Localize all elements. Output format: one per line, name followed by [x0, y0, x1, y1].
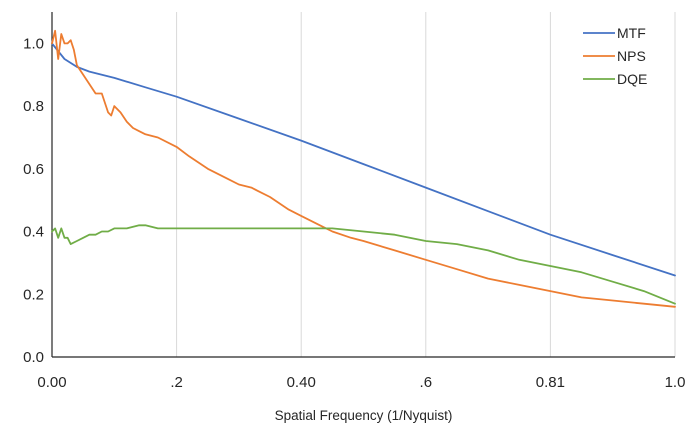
series-line-dqe	[51, 224, 676, 305]
legend-label-nps: NPS	[617, 48, 646, 64]
x-axis-title: Spatial Frequency (1/Nyquist)	[275, 408, 453, 423]
y-tick-label: 0.0	[23, 349, 44, 366]
series-line-nps	[51, 29, 676, 308]
series-lines	[51, 29, 676, 308]
x-tick-label: .6	[420, 374, 433, 391]
legend-label-mtf: MTF	[617, 25, 646, 41]
x-tick-label: 1.0	[665, 374, 686, 391]
grid-lines	[51, 12, 676, 357]
axes	[51, 12, 675, 358]
x-tick-label: 0.00	[37, 374, 66, 391]
x-tick-label: 0.40	[287, 374, 316, 391]
y-tick-label: 0.6	[23, 161, 44, 178]
y-tick-label: 0.8	[23, 98, 44, 115]
x-tick-label: 0.81	[536, 374, 565, 391]
y-tick-label: 1.0	[23, 35, 44, 52]
tick-labels: 0.00.20.40.60.81.00.00.2 0.40.6 0.81 1.0	[23, 35, 685, 391]
legend-label-dqe: DQE	[617, 71, 647, 87]
legend: MTF NPS DQE	[583, 25, 647, 87]
series-line-mtf	[51, 42, 676, 277]
y-tick-label: 0.4	[23, 224, 44, 241]
x-tick-label: .2	[170, 374, 183, 391]
y-tick-label: 0.2	[23, 286, 44, 303]
